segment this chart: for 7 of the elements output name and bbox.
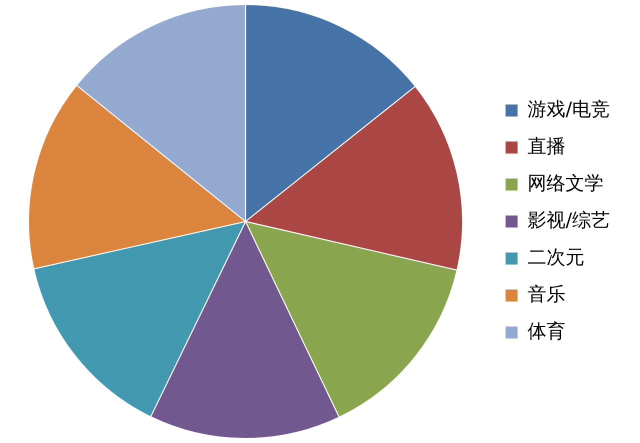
legend-label: 体育 bbox=[528, 320, 566, 342]
legend-label: 二次元 bbox=[528, 246, 585, 268]
legend-label: 音乐 bbox=[528, 283, 566, 306]
legend-label: 直播 bbox=[528, 135, 566, 158]
legend-label: 游戏/电竞 bbox=[528, 98, 610, 120]
legend-label: 影视/综艺 bbox=[528, 209, 610, 232]
legend-label: 网络文学 bbox=[528, 172, 604, 194]
